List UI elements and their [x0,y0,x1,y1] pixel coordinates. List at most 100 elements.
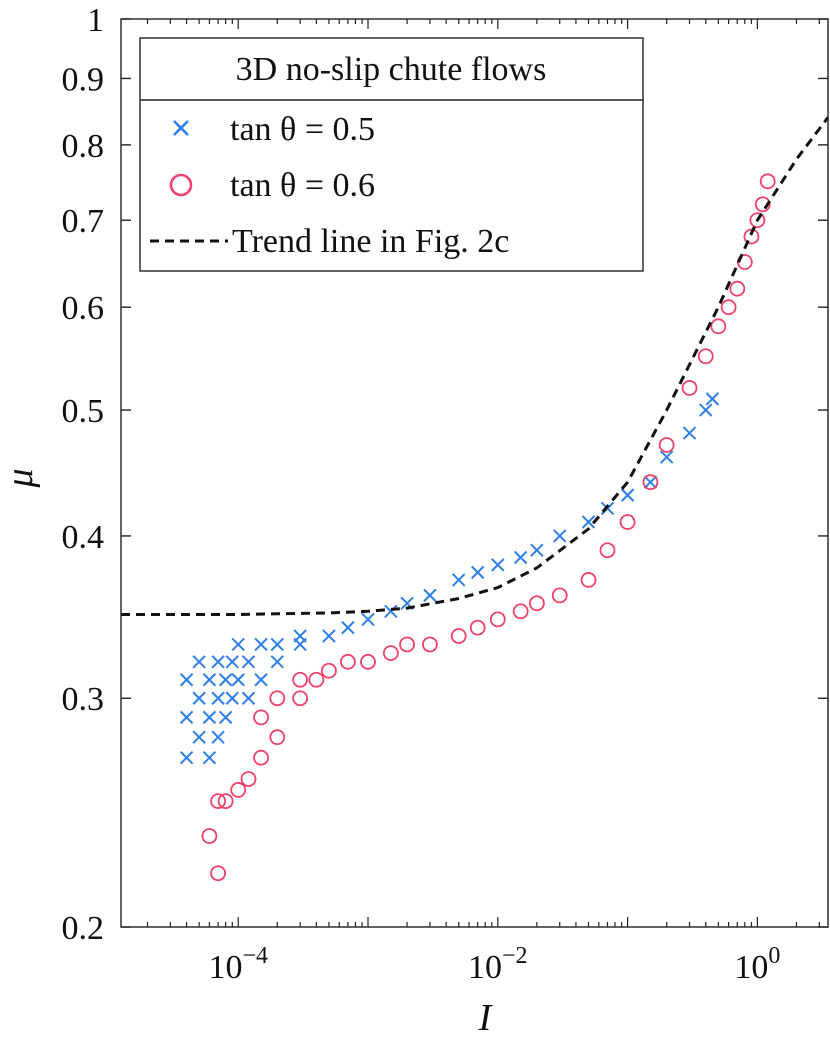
ticks-layer [121,18,828,928]
point-tan-0-6-0 [210,865,227,882]
point-tan-0-6-36 [743,228,760,245]
y-tick-label-7: 0.9 [62,61,105,98]
point-tan-0-5-40 [620,488,635,502]
point-tan-0-5-12 [218,710,233,725]
point-tan-0-5-3 [192,730,206,744]
point-tan-0-5-42 [659,450,674,464]
point-tan-0-5-29 [384,604,398,618]
point-tan-0-5-10 [211,691,225,705]
y-tick-label-3: 0.5 [62,393,105,430]
point-tan-0-5-20 [254,673,268,687]
point-tan-0-5-32 [452,573,466,587]
point-tan-0-5-21 [254,637,268,652]
point-tan-0-5-13 [218,673,233,687]
point-tan-0-5-35 [513,550,528,565]
point-tan-0-6-27 [619,514,636,530]
point-tan-0-6-32 [710,318,727,335]
legend-box [139,37,644,272]
point-tan-0-5-9 [211,730,225,744]
point-tan-0-6-29 [658,437,675,453]
y-tick-label-5: 0.7 [62,203,105,240]
point-tan-0-6-14 [340,653,356,670]
point-tan-0-6-25 [580,572,597,588]
point-tan-0-5-31 [423,588,437,603]
point-tan-0-5-44 [699,403,713,417]
point-tan-0-5-15 [225,655,239,669]
point-tan-0-5-11 [211,655,225,669]
point-tan-0-6-16 [382,645,399,661]
point-tan-0-5-0 [179,750,194,765]
point-tan-0-6-6 [253,749,269,766]
point-tan-0-5-33 [470,565,485,580]
y-tick-label-4: 0.6 [62,290,105,327]
legend-label-tan-0-6: tan θ = 0.6 [230,167,375,204]
axes-frame [120,18,829,928]
x-tick-label-1: 10−2 [468,943,528,986]
trend-line [121,116,830,616]
point-tan-0-5-2 [179,673,194,687]
point-tan-0-5-23 [270,637,284,652]
point-tan-0-6-17 [399,636,415,653]
point-tan-0-6-3 [217,793,234,810]
point-tan-0-6-10 [292,690,309,707]
point-tan-0-6-21 [489,611,506,628]
point-tan-0-5-26 [322,629,336,643]
point-tan-0-6-1 [201,828,218,844]
point-tan-0-6-13 [321,662,337,679]
y-tick-label-2: 0.4 [62,519,105,556]
point-tan-0-6-11 [292,671,309,688]
point-tan-0-5-4 [192,691,206,705]
point-tan-0-6-30 [681,380,698,396]
point-tan-0-5-41 [643,475,658,489]
y-axis-label: μ [0,468,41,488]
point-tan-0-5-14 [225,691,239,705]
point-tan-0-6-7 [269,729,286,746]
point-tan-0-5-37 [553,529,567,543]
legend-label-tan-0-5: tan θ = 0.5 [230,111,375,148]
point-tan-0-5-27 [341,620,355,635]
point-tan-0-6-22 [512,603,529,620]
y-tick-labels: 0.2 0.3 0.4 0.5 0.6 0.7 0.8 0.9 1 [62,2,105,947]
point-tan-0-6-4 [230,782,247,798]
point-tan-0-6-34 [729,280,746,297]
point-tan-0-5-36 [530,543,544,557]
x-axis-label: I [478,997,494,1039]
point-tan-0-5-16 [231,673,245,687]
point-tan-0-5-38 [581,515,596,529]
legend-x-stroke-b [173,120,189,136]
x-tick-label-2: 100 [734,943,780,986]
point-tan-0-5-18 [241,691,256,705]
point-tan-0-5-17 [231,637,245,652]
point-tan-0-6-9 [269,690,286,707]
point-tan-0-6-19 [450,628,467,644]
legend-marker-x [173,120,189,136]
point-tan-0-6-31 [697,348,714,365]
point-tan-0-5-34 [491,558,505,572]
point-tan-0-6-15 [360,653,376,670]
y-tick-label-1: 0.3 [62,681,105,718]
point-tan-0-6-23 [528,595,545,612]
y-tick-label-8: 1 [87,2,104,39]
point-tan-0-5-45 [705,392,720,406]
point-tan-0-6-37 [749,212,766,229]
point-tan-0-5-5 [192,655,206,669]
point-tan-0-5-19 [241,655,256,669]
legend-label-trend: Trend line in Fig. 2c [232,223,509,260]
point-tan-0-5-43 [682,426,697,440]
point-tan-0-6-12 [308,671,325,688]
point-tan-0-5-1 [179,710,194,725]
legend-marker-circle [169,173,193,197]
legend-title: 3D no-slip chute flows [236,51,547,88]
point-tan-0-6-8 [253,709,269,726]
data-layer [121,116,830,882]
point-tan-0-6-20 [469,619,486,636]
x-tick-label-0: 10−4 [208,943,268,986]
y-tick-label-6: 0.8 [62,128,105,165]
point-tan-0-5-8 [202,673,217,687]
point-tan-0-6-28 [642,474,659,491]
point-tan-0-6-18 [422,636,438,653]
point-tan-0-5-22 [270,655,284,669]
point-tan-0-6-2 [210,793,227,810]
point-tan-0-5-7 [202,710,217,725]
